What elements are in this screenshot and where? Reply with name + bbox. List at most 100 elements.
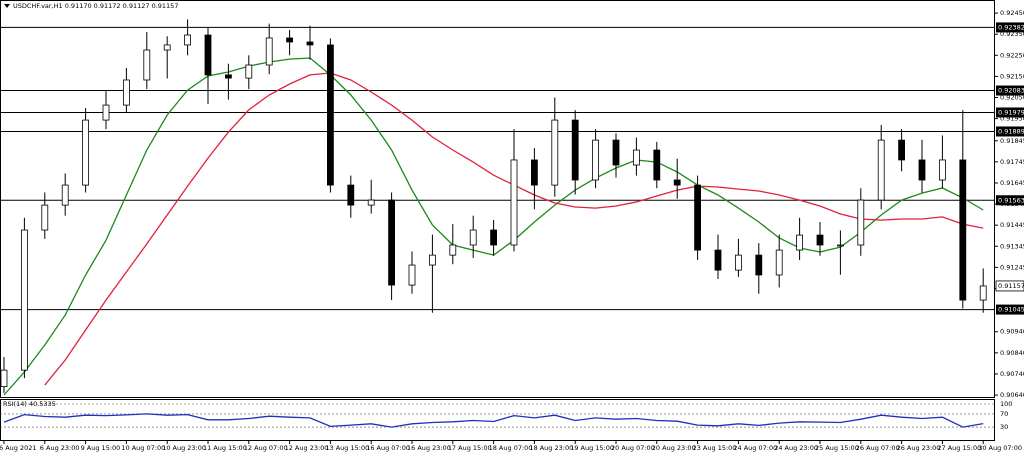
candle-body [694,184,701,251]
x-tick-label: 18 Aug 23:00 [529,444,573,452]
candle-body [816,234,824,246]
candle-body [449,244,457,256]
candle-body [653,149,661,181]
x-tick-label: 30 Aug 07:00 [978,444,1022,452]
y-tick-label: 0.91445 [1000,221,1024,229]
candle-body [82,119,89,186]
candle-body [184,34,192,46]
x-tick-label: 12 Aug 07:00 [244,444,288,452]
level-label-box [996,195,1024,206]
x-tick-label: 20 Aug 23:00 [652,444,696,452]
rsi-tick-label: 30 [1000,423,1008,431]
main-panel-frame [0,0,995,398]
candle-body [775,249,783,276]
x-tick-label: 27 Aug 15:00 [937,444,981,452]
candle-body [796,234,803,251]
level-label-box [996,22,1024,33]
x-tick-label: 6 Aug 2021 [0,444,37,452]
candle-body [306,41,314,46]
candle-body [898,139,905,161]
candle-body [143,49,151,81]
x-tick-label: 25 Aug 15:00 [815,444,859,452]
level-label: 0.92083 [998,87,1024,95]
x-tick-label: 12 Aug 23:00 [285,444,329,452]
y-tick-label: 0.91245 [1000,263,1024,271]
candle-body [959,159,967,301]
x-tick-label: 19 Aug 15:00 [570,444,614,452]
candle-body [61,184,69,206]
x-tick-label: 13 Aug 15:00 [325,444,369,452]
y-tick-label: 0.91345 [1000,242,1024,250]
y-tick-label: 0.91845 [1000,137,1024,145]
candle-body [428,254,436,266]
candle-body [877,139,885,201]
candle-body [367,199,375,206]
x-tick-label: 10 Aug 07:00 [121,444,165,452]
candle-body [531,159,538,186]
candle-body [735,254,742,271]
candle-body [673,179,681,186]
x-tick-label: 24 Aug 07:00 [733,444,777,452]
candle-body [163,44,171,51]
candle-body [123,79,130,106]
candle-body [857,199,865,246]
y-tick-label: 0.91645 [1000,179,1024,187]
candle-body [612,139,620,166]
rsi-panel-frame [0,399,995,441]
candle-body [204,34,212,76]
candle-body [286,37,294,43]
rsi-tick-label: 100 [1000,400,1012,408]
candle-body [979,285,987,301]
candle-body [510,159,518,246]
x-tick-label: 9 Aug 15:00 [81,444,121,452]
x-tick-label: 17 Aug 15:00 [448,444,492,452]
level-label-box [996,304,1024,315]
candle-body [755,254,763,276]
candle-body [714,249,722,271]
candle-body [490,229,498,246]
x-tick-label: 6 Aug 23:00 [40,444,80,452]
level-label: 0.91979 [998,108,1024,116]
candle-body [918,159,926,181]
candle-body [592,139,599,181]
last-price-label: 0.91157 [998,282,1024,290]
candle-body [245,64,253,79]
x-tick-label: 26 Aug 23:00 [897,444,941,452]
level-label: 0.91889 [998,127,1024,135]
menu-triangle[interactable] [4,4,10,8]
y-tick-label: 0.91745 [1000,158,1024,166]
candle-body [571,119,579,181]
x-tick-label: 18 Aug 07:00 [489,444,533,452]
x-tick-label: 16 Aug 23:00 [407,444,451,452]
candle-body [41,204,49,231]
last-price-box [995,280,1024,292]
x-tick-label: 11 Aug 15:00 [203,444,247,452]
candle-body [0,369,8,388]
chart-title: USDCHF.var,H1 0.91170 0.91172 0.91127 0.… [13,2,178,10]
candle-body [224,74,232,79]
y-tick-label: 0.90640 [1000,391,1024,399]
level-label: 0.91563 [998,196,1024,204]
level-label: 0.92382 [998,23,1024,31]
candle-body [265,37,273,66]
x-tick-label: 23 Aug 15:00 [693,444,737,452]
candle-body [551,119,559,186]
x-tick-label: 10 Aug 23:00 [162,444,206,452]
candle-body [837,244,844,247]
x-tick-label: 26 Aug 07:00 [856,444,900,452]
candle-body [20,229,28,371]
candle-body [388,199,396,286]
rsi-line [3,413,984,428]
x-tick-label: 24 Aug 23:00 [774,444,818,452]
candle-body [326,44,334,186]
level-label-box [996,107,1024,118]
candle-body [939,159,946,181]
